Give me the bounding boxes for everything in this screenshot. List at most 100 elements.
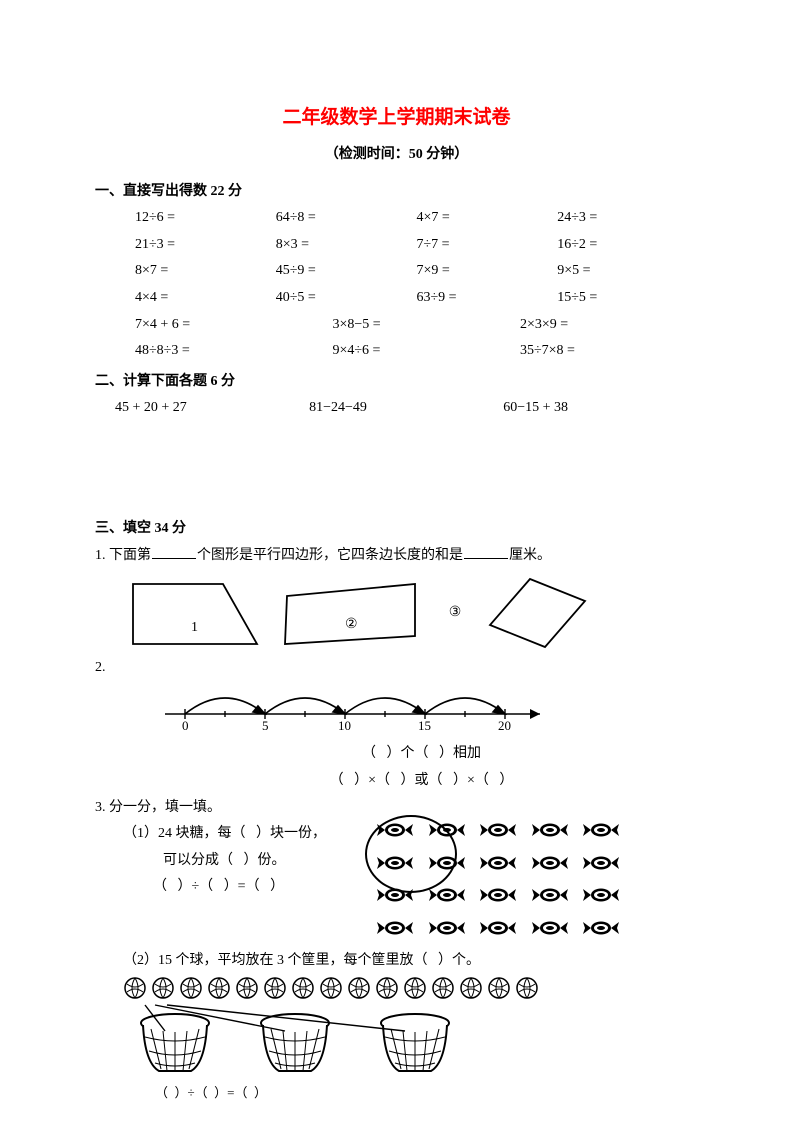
calc-cell: 48÷8÷3 =	[135, 338, 322, 365]
candy-icon	[581, 854, 625, 883]
svg-text:0: 0	[182, 718, 189, 731]
calc-cell: 35÷7×8 =	[510, 338, 697, 365]
candy-icon	[581, 821, 625, 850]
candy-icon	[375, 919, 419, 948]
text: ）	[499, 773, 513, 788]
text: （	[155, 1085, 168, 1100]
calc-cell: 15÷5 =	[557, 285, 698, 312]
candy-icon	[478, 919, 522, 948]
calc-cell: 81−24−49	[309, 395, 503, 422]
calc-row: 21÷3 = 8×3 = 7÷7 = 16÷2 =	[135, 232, 698, 259]
calc-cell: 4×4 =	[135, 285, 276, 312]
text: ）	[254, 1085, 267, 1100]
text: ）×（	[453, 773, 489, 788]
text: ）×（	[354, 773, 390, 788]
blank[interactable]	[464, 543, 508, 558]
svg-text:15: 15	[418, 718, 431, 731]
section1-grid: 12÷6 = 64÷8 = 4×7 = 24÷3 = 21÷3 = 8×3 = …	[95, 205, 698, 365]
calc-row: 4×4 = 40÷5 = 63÷9 = 15÷5 =	[135, 285, 698, 312]
text: （2）15 个球，平均放在 3 个筐里，每个筐里放（	[123, 953, 428, 968]
calc-cell: 4×7 =	[417, 205, 558, 232]
text: ）块一份，	[256, 826, 326, 841]
text: （	[330, 773, 344, 788]
calc-row: 12÷6 = 64÷8 = 4×7 = 24÷3 =	[135, 205, 698, 232]
shape-label: ②	[345, 617, 358, 632]
ball-icon	[515, 976, 539, 1011]
page-subtitle: （检测时间：50 分钟）	[95, 142, 698, 169]
text: （	[153, 879, 167, 894]
candy-icon	[478, 821, 522, 850]
calc-row: 7×4 + 6 = 3×8−5 = 2×3×9 =	[135, 312, 698, 339]
section3-heading: 三、填空 34 分	[95, 516, 698, 543]
distribution-lines-icon	[95, 1003, 515, 1033]
shape-parallelogram-icon	[485, 573, 590, 653]
baskets-row	[95, 1013, 698, 1086]
candy-icon	[427, 919, 471, 948]
text: ）个（	[387, 746, 429, 761]
section2-row: 45 + 20 + 27 81−24−49 60−15 + 38	[95, 395, 698, 422]
q1-mid: 个图形是平行四边形，它四条边长度的和是	[197, 548, 463, 563]
shape-trapezoid-icon: 1	[125, 576, 265, 651]
q2-line1: （ ）个（ ）相加	[95, 741, 698, 768]
q1-text: 1. 下面第 个图形是平行四边形，它四条边长度的和是 厘米。	[95, 543, 698, 570]
candy-group-oval	[365, 815, 457, 893]
candy-icon	[530, 854, 574, 883]
candy-icon	[478, 854, 522, 883]
calc-cell: 9×4÷6 =	[322, 338, 509, 365]
candy-icon	[581, 919, 625, 948]
candy-icon	[530, 821, 574, 850]
calc-cell: 3×8−5 =	[322, 312, 509, 339]
shape-label: ③	[435, 600, 475, 627]
text: ）或（	[401, 773, 443, 788]
q3-sub2-text: （2）15 个球，平均放在 3 个筐里，每个筐里放（ ）个。	[95, 948, 698, 975]
calc-cell: 40÷5 =	[276, 285, 417, 312]
candy-icon	[530, 919, 574, 948]
section2-heading: 二、计算下面各题 6 分	[95, 369, 698, 396]
calc-cell: 64÷8 =	[276, 205, 417, 232]
shape-quad-icon: ②	[275, 576, 425, 651]
calc-cell: 7×9 =	[417, 258, 558, 285]
text: （1）24 块糖，每（	[123, 826, 246, 841]
text: （	[362, 746, 376, 761]
text: ）=（	[224, 879, 260, 894]
page-title: 二年级数学上学期期末试卷	[95, 100, 698, 136]
text: ）÷（	[175, 1085, 208, 1100]
calc-cell: 12÷6 =	[135, 205, 276, 232]
svg-text:5: 5	[262, 718, 269, 731]
calc-cell: 8×3 =	[276, 232, 417, 259]
candy-icon	[427, 886, 471, 915]
calc-row: 48÷8÷3 = 9×4÷6 = 35÷7×8 =	[135, 338, 698, 365]
blank[interactable]	[152, 543, 196, 558]
calc-cell: 21÷3 =	[135, 232, 276, 259]
calc-cell: 60−15 + 38	[503, 395, 697, 422]
candy-icon	[478, 886, 522, 915]
calc-cell: 7×4 + 6 =	[135, 312, 322, 339]
text: ）=（	[214, 1085, 247, 1100]
candy-icon	[530, 886, 574, 915]
text: ）	[270, 879, 284, 894]
text: ）份。	[244, 853, 286, 868]
q1-prefix: 1. 下面第	[95, 548, 151, 563]
q3-sub1-row: （1）24 块糖，每（ ）块一份， 可以分成（ ）份。 （ ）÷（ ）=（ ）	[95, 821, 698, 947]
calc-row: 8×7 = 45÷9 = 7×9 = 9×5 =	[135, 258, 698, 285]
calc-cell: 16÷2 =	[557, 232, 698, 259]
candy-icon	[581, 886, 625, 915]
q1-suffix: 厘米。	[509, 548, 551, 563]
spacer	[95, 422, 698, 512]
calc-cell: 24÷3 =	[557, 205, 698, 232]
calc-cell: 2×3×9 =	[510, 312, 697, 339]
q2-line2: （ ）×（ ）或（ ）×（ ）	[95, 768, 698, 795]
calc-cell: 9×5 =	[557, 258, 698, 285]
calc-cell: 63÷9 =	[417, 285, 558, 312]
shapes-row: 1 ② ③	[95, 573, 698, 653]
number-line-icon: 0 5 10 15 20	[155, 676, 555, 731]
text: ）相加	[439, 746, 481, 761]
text: ）个。	[438, 953, 480, 968]
calc-cell: 7÷7 =	[417, 232, 558, 259]
calc-cell: 8×7 =	[135, 258, 276, 285]
shape-label: 1	[191, 620, 198, 635]
text: 可以分成（	[163, 853, 233, 868]
candy-area	[375, 821, 698, 947]
calc-cell: 45÷9 =	[276, 258, 417, 285]
text: ）÷（	[178, 879, 214, 894]
